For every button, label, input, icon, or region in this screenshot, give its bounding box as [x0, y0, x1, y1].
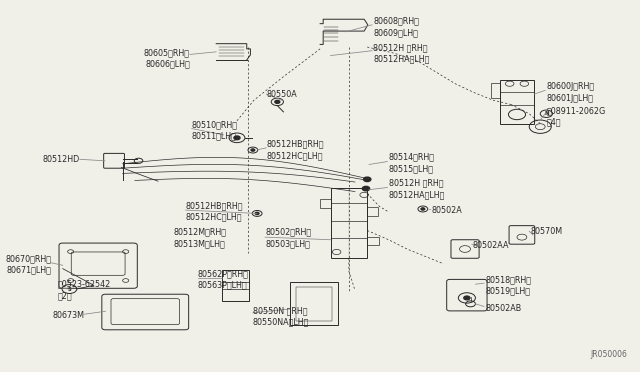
Circle shape [275, 100, 280, 103]
Circle shape [234, 136, 240, 140]
Text: 80502A: 80502A [431, 206, 462, 215]
Bar [367, 237, 380, 245]
Text: 80518（RH）
80519（LH）: 80518（RH） 80519（LH） [485, 275, 531, 295]
Text: 80512H （RH）
80512HA（LH）: 80512H （RH） 80512HA（LH） [388, 179, 445, 199]
Text: 80512H （RH）
80512HA（LH）: 80512H （RH） 80512HA（LH） [373, 43, 429, 64]
Circle shape [362, 186, 370, 191]
Text: 80510（RH）
80511（LH）: 80510（RH） 80511（LH） [192, 120, 237, 141]
Bar [500, 80, 534, 125]
Text: 80512M（RH）
80513M（LH）: 80512M（RH） 80513M（LH） [173, 228, 227, 248]
Circle shape [251, 149, 255, 151]
Text: JR050006: JR050006 [590, 350, 627, 359]
Text: 80512HB（RH）
80512HC（LH）: 80512HB（RH） 80512HC（LH） [186, 201, 243, 221]
Circle shape [255, 212, 259, 215]
Text: S: S [68, 286, 71, 292]
Bar [319, 199, 330, 208]
Bar [289, 282, 339, 326]
Text: 80550A: 80550A [266, 90, 297, 99]
Text: N: N [544, 111, 548, 116]
Text: 80502（RH）
80503（LH）: 80502（RH） 80503（LH） [265, 228, 311, 248]
Bar [296, 287, 332, 321]
Bar [492, 83, 500, 98]
Text: 80512HB（RH）
80512HC（LH）: 80512HB（RH） 80512HC（LH） [266, 140, 324, 160]
Text: 80673M: 80673M [52, 311, 84, 320]
Circle shape [364, 177, 371, 182]
Text: 80562P（RH）
80563P（LH）: 80562P（RH） 80563P（LH） [198, 269, 249, 290]
Bar [222, 270, 249, 301]
Text: 80514（RH）
80515（LH）: 80514（RH） 80515（LH） [388, 153, 435, 173]
Text: 80605（RH）
80606（LH）: 80605（RH） 80606（LH） [144, 48, 190, 68]
Text: ␨0523-62542
（2）: ␨0523-62542 （2） [57, 279, 111, 300]
Bar [330, 188, 367, 258]
Text: 80502AB: 80502AB [485, 304, 522, 313]
Text: 80670（RH）
80671（LH）: 80670（RH） 80671（LH） [5, 254, 51, 275]
Text: 80608（RH）
80609（LH）: 80608（RH） 80609（LH） [373, 16, 419, 37]
Text: ⓝ08911-2062G
（4）: ⓝ08911-2062G （4） [547, 106, 605, 126]
Circle shape [421, 208, 425, 210]
Circle shape [464, 296, 470, 300]
Text: 80502AA: 80502AA [473, 241, 509, 250]
Text: 80570M: 80570M [531, 227, 563, 236]
Bar [367, 208, 378, 216]
Text: 80600J（RH）
80601J（LH）: 80600J（RH） 80601J（LH） [547, 82, 595, 103]
Text: 80512HD: 80512HD [43, 155, 80, 164]
Text: 80550N （RH）
80550NA（LH）: 80550N （RH） 80550NA（LH） [253, 306, 309, 327]
